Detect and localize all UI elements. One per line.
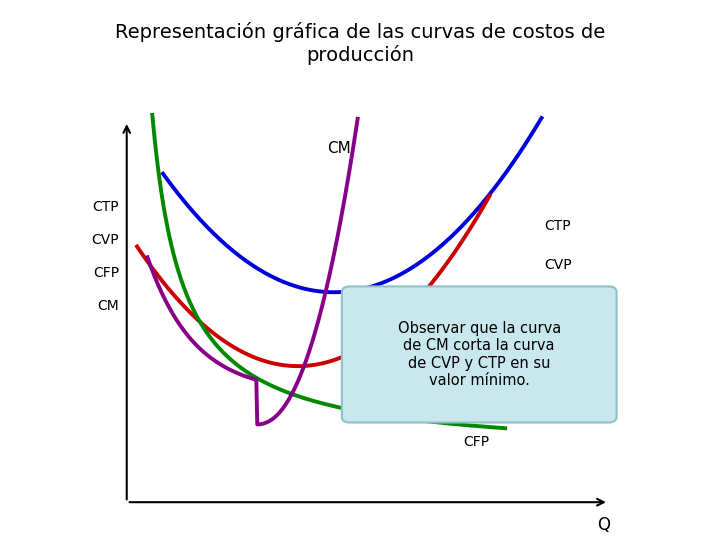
Text: CTP: CTP bbox=[544, 219, 571, 233]
Text: CVP: CVP bbox=[91, 233, 119, 247]
FancyBboxPatch shape bbox=[342, 286, 616, 422]
Text: Representación gráfica de las curvas de costos de
producción: Representación gráfica de las curvas de … bbox=[115, 22, 605, 65]
Text: Observar que la curva
de CM corta la curva
de CVP y CTP en su
valor mínimo.: Observar que la curva de CM corta la cur… bbox=[397, 321, 561, 388]
Text: CFP: CFP bbox=[93, 266, 119, 280]
Text: CM: CM bbox=[328, 140, 351, 156]
Text: CFP: CFP bbox=[464, 435, 490, 449]
Text: CM: CM bbox=[97, 299, 119, 313]
Text: CTP: CTP bbox=[92, 200, 119, 214]
Text: Q: Q bbox=[597, 516, 610, 534]
Text: CVP: CVP bbox=[544, 258, 572, 272]
